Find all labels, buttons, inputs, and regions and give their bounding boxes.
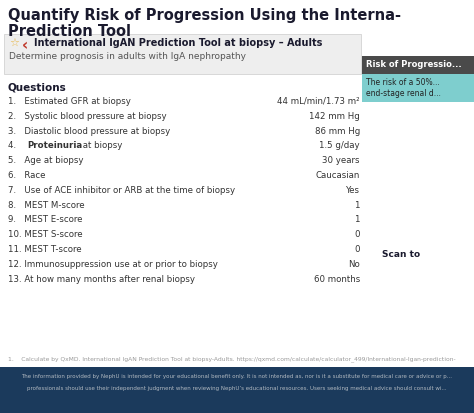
Text: Yes: Yes	[346, 185, 360, 195]
Text: Quantify Risk of Progression Using the Interna-: Quantify Risk of Progression Using the I…	[8, 8, 401, 23]
Text: Scan to: Scan to	[382, 249, 420, 259]
Text: 13. At how many months after renal biopsy: 13. At how many months after renal biops…	[8, 274, 195, 283]
Text: 2.   Systolic blood pressure at biopsy: 2. Systolic blood pressure at biopsy	[8, 112, 167, 121]
Text: 9.   MEST E-score: 9. MEST E-score	[8, 215, 82, 224]
FancyBboxPatch shape	[362, 57, 474, 75]
FancyBboxPatch shape	[362, 75, 474, 103]
Text: 10. MEST S-score: 10. MEST S-score	[8, 230, 82, 239]
Text: The information provided by NephU is intended for your educational benefit only.: The information provided by NephU is int…	[21, 373, 453, 378]
Text: at biopsy: at biopsy	[80, 141, 122, 150]
Text: professionals should use their independent judgment when reviewing NephU’s educa: professionals should use their independe…	[27, 385, 447, 390]
Text: 44 mL/min/1.73 m²: 44 mL/min/1.73 m²	[277, 97, 360, 106]
Text: 1.    Calculate by QxMD. International IgAN Prediction Tool at biopsy-Adults. ht: 1. Calculate by QxMD. International IgAN…	[8, 355, 456, 361]
Text: 6.   Race: 6. Race	[8, 171, 46, 180]
Text: Proteinuria: Proteinuria	[27, 141, 82, 150]
Text: 30 years: 30 years	[322, 156, 360, 165]
Text: Determine prognosis in adults with IgA nephropathy: Determine prognosis in adults with IgA n…	[9, 52, 246, 61]
Text: end-stage renal d...: end-stage renal d...	[366, 89, 441, 98]
Text: International IgAN Prediction Tool at biopsy – Adults: International IgAN Prediction Tool at bi…	[34, 38, 322, 48]
Text: 12. Immunosuppression use at or prior to biopsy: 12. Immunosuppression use at or prior to…	[8, 259, 218, 268]
Text: 5.   Age at biopsy: 5. Age at biopsy	[8, 156, 83, 165]
Text: 3.   Diastolic blood pressure at biopsy: 3. Diastolic blood pressure at biopsy	[8, 126, 170, 135]
Text: No: No	[348, 259, 360, 268]
Text: 0: 0	[355, 230, 360, 239]
Text: 4.: 4.	[8, 141, 24, 150]
Text: ‹: ‹	[22, 38, 28, 53]
Text: 142 mm Hg: 142 mm Hg	[309, 112, 360, 121]
Text: Questions: Questions	[8, 83, 67, 93]
Text: 8.   MEST M-score: 8. MEST M-score	[8, 200, 85, 209]
Text: 11. MEST T-score: 11. MEST T-score	[8, 244, 82, 254]
Text: Caucasian: Caucasian	[316, 171, 360, 180]
Text: Risk of Progressio...: Risk of Progressio...	[366, 60, 462, 69]
Text: 0: 0	[355, 244, 360, 254]
Text: The risk of a 50%...: The risk of a 50%...	[366, 78, 440, 87]
FancyBboxPatch shape	[4, 35, 361, 75]
Text: 60 months: 60 months	[314, 274, 360, 283]
Text: 7.   Use of ACE inhibitor or ARB at the time of biopsy: 7. Use of ACE inhibitor or ARB at the ti…	[8, 185, 235, 195]
Text: 1.5 g/day: 1.5 g/day	[319, 141, 360, 150]
FancyBboxPatch shape	[0, 367, 474, 413]
Text: Prediction Tool: Prediction Tool	[8, 24, 131, 39]
Text: 1.   Estimated GFR at biopsy: 1. Estimated GFR at biopsy	[8, 97, 131, 106]
Text: 1: 1	[355, 200, 360, 209]
Text: ☆: ☆	[9, 38, 19, 48]
Text: 86 mm Hg: 86 mm Hg	[315, 126, 360, 135]
Text: 1: 1	[355, 215, 360, 224]
